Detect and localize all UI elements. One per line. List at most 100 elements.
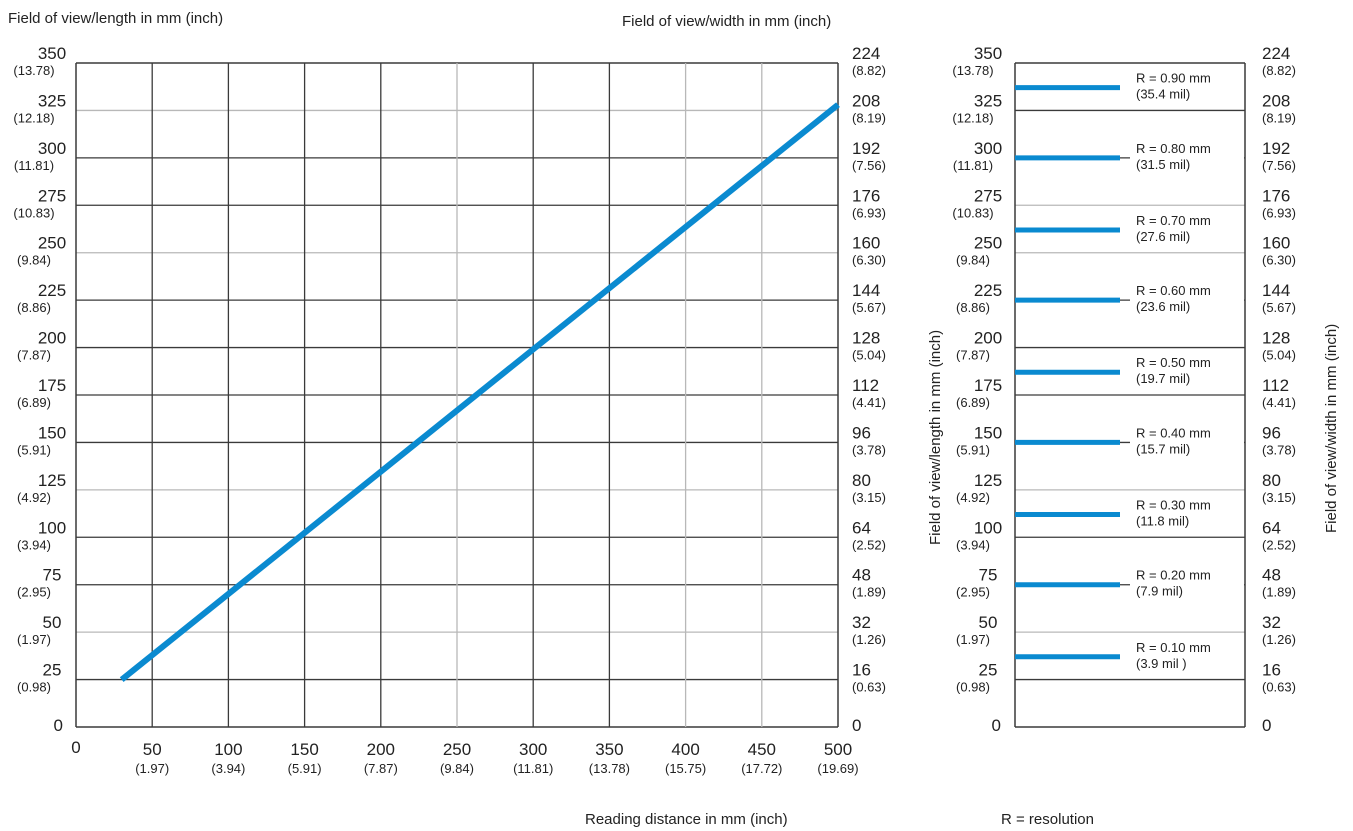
x-tick-sublabel: (17.72): [741, 761, 782, 776]
y2-tick-sublabel: (6.30): [852, 253, 886, 268]
panel-y-tick-label: 175: [974, 376, 1002, 395]
panel-y-tick-label: 100: [974, 518, 1002, 537]
y2-tick-label: 0: [852, 716, 861, 735]
y2-tick-label: 208: [852, 91, 880, 110]
x-tick-label: 100: [214, 740, 242, 759]
resolution-sublabel: (15.7 mil): [1136, 441, 1190, 456]
x-tick-sublabel: (9.84): [440, 761, 474, 776]
panel-right-axis-title: Field of view/width in mm (inch): [1323, 324, 1340, 533]
resolution-label: R = 0.70 mm: [1136, 213, 1211, 228]
panel-y2-tick-sublabel: (8.82): [1262, 63, 1296, 78]
resolution-label: R = 0.90 mm: [1136, 71, 1211, 86]
x-tick-label: 300: [519, 740, 547, 759]
y2-tick-sublabel: (2.52): [852, 537, 886, 552]
resolution-label-bg: [1130, 137, 1244, 174]
panel-y2-tick-sublabel: (6.93): [1262, 205, 1296, 220]
resolution-sublabel: (3.9 mil ): [1136, 656, 1187, 671]
x-tick-sublabel: (11.81): [513, 761, 553, 776]
x-axis-title: Reading distance in mm (inch): [585, 811, 788, 828]
panel-y-tick-label: 225: [974, 281, 1002, 300]
y-tick-sublabel: (9.84): [17, 253, 51, 268]
resolution-sublabel: (7.9 mil): [1136, 584, 1183, 599]
panel-y-tick-label: 200: [974, 329, 1002, 348]
y-tick-label: 50: [43, 613, 62, 632]
panel-y-tick-label: 0: [992, 716, 1001, 735]
panel-y2-tick-label: 0: [1262, 716, 1271, 735]
panel-y2-tick-sublabel: (1.26): [1262, 632, 1296, 647]
y2-tick-label: 224: [852, 44, 880, 63]
y2-tick-label: 96: [852, 423, 871, 442]
x-tick-label: 0: [71, 738, 80, 757]
resolution-label-bg: [1130, 564, 1244, 601]
panel-y-tick-label: 325: [974, 91, 1002, 110]
y2-tick-label: 128: [852, 329, 880, 348]
main-grid: [75, 62, 839, 728]
panel-y2-tick-label: 128: [1262, 329, 1290, 348]
y-tick-sublabel: (8.86): [17, 300, 51, 315]
y-tick-label: 225: [38, 281, 66, 300]
x-tick-sublabel: (5.91): [288, 761, 322, 776]
panel-y-tick-sublabel: (8.86): [956, 300, 990, 315]
panel-y-tick-sublabel: (7.87): [956, 348, 990, 363]
resolution-sublabel: (11.8 mil): [1136, 514, 1189, 529]
y-tick-label: 325: [38, 91, 66, 110]
resolution-panel: 025(0.98)50(1.97)75(2.95)100(3.94)125(4.…: [952, 44, 1296, 735]
panel-y-tick-sublabel: (5.91): [956, 442, 990, 457]
panel-y2-tick-label: 112: [1262, 376, 1289, 395]
y2-tick-sublabel: (1.26): [852, 632, 886, 647]
y-tick-sublabel: (13.78): [13, 63, 54, 78]
panel-y2-tick-label: 176: [1262, 186, 1290, 205]
main-series: [119, 102, 840, 682]
right-axis-title: Field of view/width in mm (inch): [622, 13, 831, 30]
y-tick-label: 250: [38, 234, 66, 253]
panel-y2-tick-label: 48: [1262, 566, 1281, 585]
y2-tick-label: 64: [852, 518, 871, 537]
y2-tick-sublabel: (5.04): [852, 348, 886, 363]
resolution-label: R = 0.10 mm: [1136, 640, 1211, 655]
panel-y-tick-label: 50: [979, 613, 998, 632]
panel-y-tick-sublabel: (6.89): [956, 395, 990, 410]
panel-y2-tick-sublabel: (0.63): [1262, 680, 1296, 695]
resolution-label-bg: [1130, 636, 1244, 673]
panel-y2-tick-sublabel: (8.19): [1262, 110, 1296, 125]
y-tick-label: 25: [43, 661, 62, 680]
y-tick-label: 125: [38, 471, 66, 490]
panel-y2-tick-sublabel: (1.89): [1262, 585, 1296, 600]
y-tick-label: 150: [38, 423, 66, 442]
y2-tick-sublabel: (8.82): [852, 63, 886, 78]
panel-y2-tick-sublabel: (5.04): [1262, 348, 1296, 363]
y-tick-sublabel: (10.83): [13, 205, 54, 220]
x-tick-label: 250: [443, 740, 471, 759]
panel-y2-tick-label: 208: [1262, 91, 1290, 110]
y-tick-sublabel: (3.94): [17, 537, 51, 552]
panel-y-tick-label: 125: [974, 471, 1002, 490]
x-tick-label: 400: [671, 740, 699, 759]
y2-tick-sublabel: (3.15): [852, 490, 886, 505]
panel-y2-tick-label: 32: [1262, 613, 1281, 632]
x-tick-label: 350: [595, 740, 623, 759]
panel-y2-tick-sublabel: (7.56): [1262, 158, 1296, 173]
x-tick-sublabel: (19.69): [817, 761, 858, 776]
resolution-label: R = 0.40 mm: [1136, 425, 1211, 440]
panel-y-tick-label: 75: [979, 566, 998, 585]
y2-tick-sublabel: (0.63): [852, 680, 886, 695]
y-tick-sublabel: (1.97): [17, 632, 51, 647]
resolution-label-bg: [1130, 352, 1244, 389]
panel-y-tick-sublabel: (13.78): [952, 63, 993, 78]
y2-tick-sublabel: (4.41): [852, 395, 886, 410]
y-tick-sublabel: (6.89): [17, 395, 51, 410]
y-tick-sublabel: (4.92): [17, 490, 51, 505]
resolution-sublabel: (31.5 mil): [1136, 157, 1190, 172]
panel-y-tick-sublabel: (1.97): [956, 632, 990, 647]
x-tick-label: 500: [824, 740, 852, 759]
y-tick-label: 300: [38, 139, 66, 158]
y-tick-sublabel: (0.98): [17, 680, 51, 695]
y-tick-label: 100: [38, 518, 66, 537]
panel-y-tick-label: 250: [974, 234, 1002, 253]
panel-y2-tick-label: 224: [1262, 44, 1290, 63]
x-tick-sublabel: (15.75): [665, 761, 706, 776]
resolution-sublabel: (27.6 mil): [1136, 229, 1190, 244]
x-tick-sublabel: (3.94): [211, 761, 245, 776]
x-tick-sublabel: (1.97): [135, 761, 169, 776]
panel-y-tick-label: 350: [974, 44, 1002, 63]
